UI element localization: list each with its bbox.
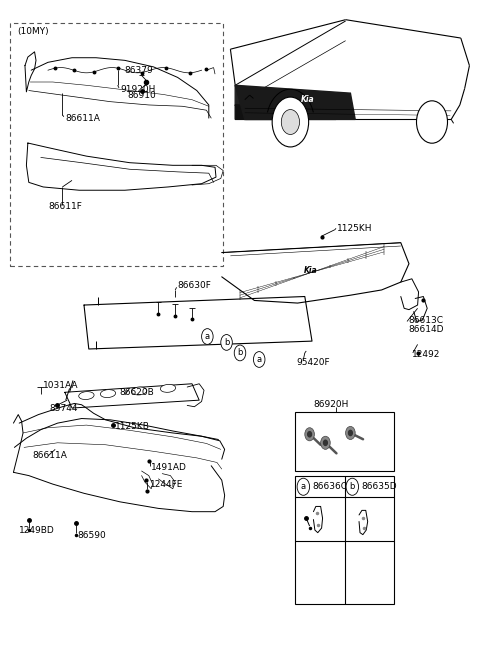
Text: 86636C: 86636C: [312, 482, 347, 491]
Text: Kia: Kia: [304, 266, 318, 275]
Circle shape: [202, 329, 213, 344]
Ellipse shape: [100, 390, 116, 398]
Bar: [295, 412, 394, 471]
Text: a: a: [257, 355, 262, 364]
Text: 86630F: 86630F: [178, 281, 212, 290]
Circle shape: [417, 101, 447, 143]
Ellipse shape: [160, 384, 176, 392]
Circle shape: [272, 97, 309, 147]
Text: Kia: Kia: [300, 94, 314, 104]
Polygon shape: [235, 105, 283, 119]
Text: 1491AD: 1491AD: [151, 463, 187, 472]
Bar: [295, 476, 394, 604]
Circle shape: [297, 478, 310, 495]
Circle shape: [281, 110, 300, 134]
Text: 86613C: 86613C: [408, 316, 443, 325]
Circle shape: [308, 432, 312, 437]
Circle shape: [321, 436, 330, 449]
Text: 86910: 86910: [127, 91, 156, 100]
Text: 86920H: 86920H: [313, 400, 348, 409]
Ellipse shape: [132, 387, 147, 395]
Circle shape: [253, 352, 265, 367]
Text: 86611F: 86611F: [48, 202, 82, 211]
Text: 12492: 12492: [412, 350, 440, 359]
Circle shape: [324, 440, 327, 445]
Text: a: a: [205, 332, 210, 341]
Text: 86590: 86590: [78, 531, 107, 541]
Circle shape: [221, 335, 232, 350]
Text: (10MY): (10MY): [17, 27, 48, 36]
Text: 86611A: 86611A: [33, 451, 68, 461]
Text: b: b: [224, 338, 229, 347]
Text: 86614D: 86614D: [408, 325, 444, 335]
Text: 86620B: 86620B: [119, 388, 154, 397]
Ellipse shape: [79, 392, 94, 400]
Text: 1125KB: 1125KB: [115, 422, 150, 431]
Text: 1125KH: 1125KH: [337, 224, 372, 233]
Text: 1031AA: 1031AA: [43, 381, 79, 390]
Text: 86379: 86379: [125, 66, 154, 75]
Circle shape: [346, 478, 359, 495]
Circle shape: [348, 430, 352, 436]
Text: 1244FE: 1244FE: [150, 480, 183, 489]
Text: 86635D: 86635D: [361, 482, 396, 491]
Circle shape: [234, 345, 246, 361]
Text: 86611A: 86611A: [65, 113, 100, 123]
Text: 95420F: 95420F: [297, 358, 330, 367]
Text: b: b: [237, 348, 243, 358]
Circle shape: [346, 426, 355, 440]
Polygon shape: [235, 85, 355, 119]
Bar: [10, 23, 223, 266]
Text: 1249BD: 1249BD: [19, 525, 55, 535]
Circle shape: [305, 428, 314, 441]
Polygon shape: [235, 105, 336, 119]
Text: 85744: 85744: [49, 404, 78, 413]
Polygon shape: [235, 85, 245, 119]
Text: 91920H: 91920H: [120, 85, 156, 94]
Text: b: b: [349, 482, 355, 491]
Text: a: a: [301, 482, 306, 491]
